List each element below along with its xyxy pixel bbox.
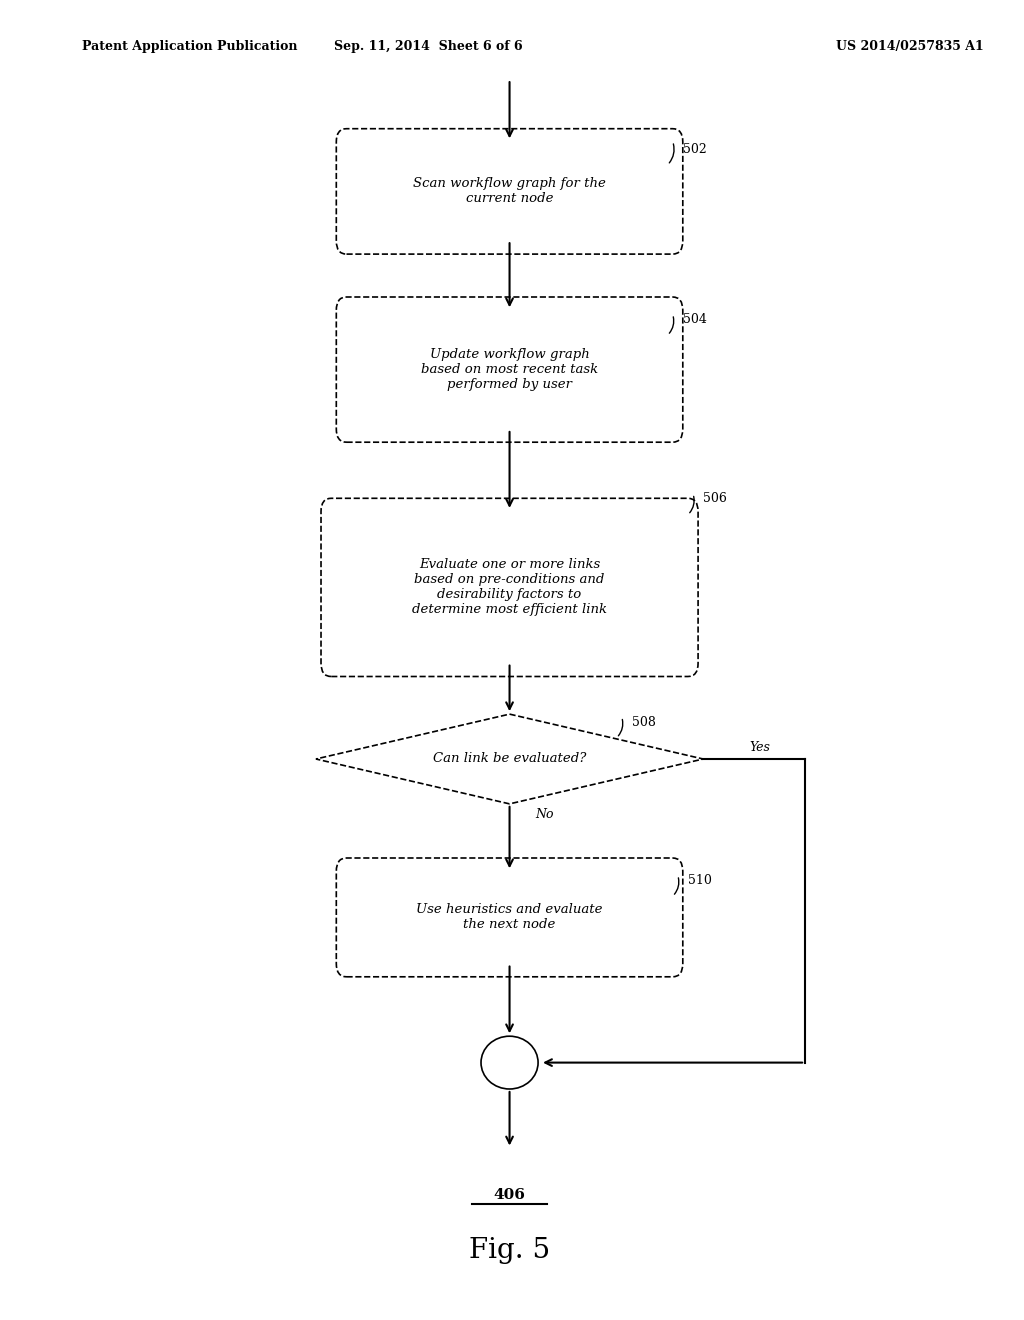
Text: 506: 506 <box>703 492 727 506</box>
Text: 406: 406 <box>494 1188 525 1201</box>
Text: 504: 504 <box>683 313 707 326</box>
Text: Patent Application Publication: Patent Application Publication <box>82 40 297 53</box>
Text: Evaluate one or more links
based on pre-conditions and
desirability factors to
d: Evaluate one or more links based on pre-… <box>412 558 607 616</box>
Text: 502: 502 <box>683 143 707 156</box>
Ellipse shape <box>481 1036 538 1089</box>
FancyBboxPatch shape <box>321 498 698 676</box>
Text: Fig. 5: Fig. 5 <box>469 1237 550 1263</box>
Text: No: No <box>535 808 554 821</box>
Text: Sep. 11, 2014  Sheet 6 of 6: Sep. 11, 2014 Sheet 6 of 6 <box>334 40 522 53</box>
Text: Scan workflow graph for the
current node: Scan workflow graph for the current node <box>413 177 606 206</box>
Text: 508: 508 <box>632 715 655 729</box>
Text: Update workflow graph
based on most recent task
performed by user: Update workflow graph based on most rece… <box>421 348 598 391</box>
Text: US 2014/0257835 A1: US 2014/0257835 A1 <box>836 40 983 53</box>
Text: Use heuristics and evaluate
the next node: Use heuristics and evaluate the next nod… <box>417 903 603 932</box>
Text: Yes: Yes <box>749 741 770 754</box>
FancyBboxPatch shape <box>336 858 683 977</box>
Text: 510: 510 <box>688 874 712 887</box>
Text: Can link be evaluated?: Can link be evaluated? <box>433 752 586 766</box>
FancyBboxPatch shape <box>336 297 683 442</box>
Polygon shape <box>316 714 703 804</box>
FancyBboxPatch shape <box>336 129 683 253</box>
